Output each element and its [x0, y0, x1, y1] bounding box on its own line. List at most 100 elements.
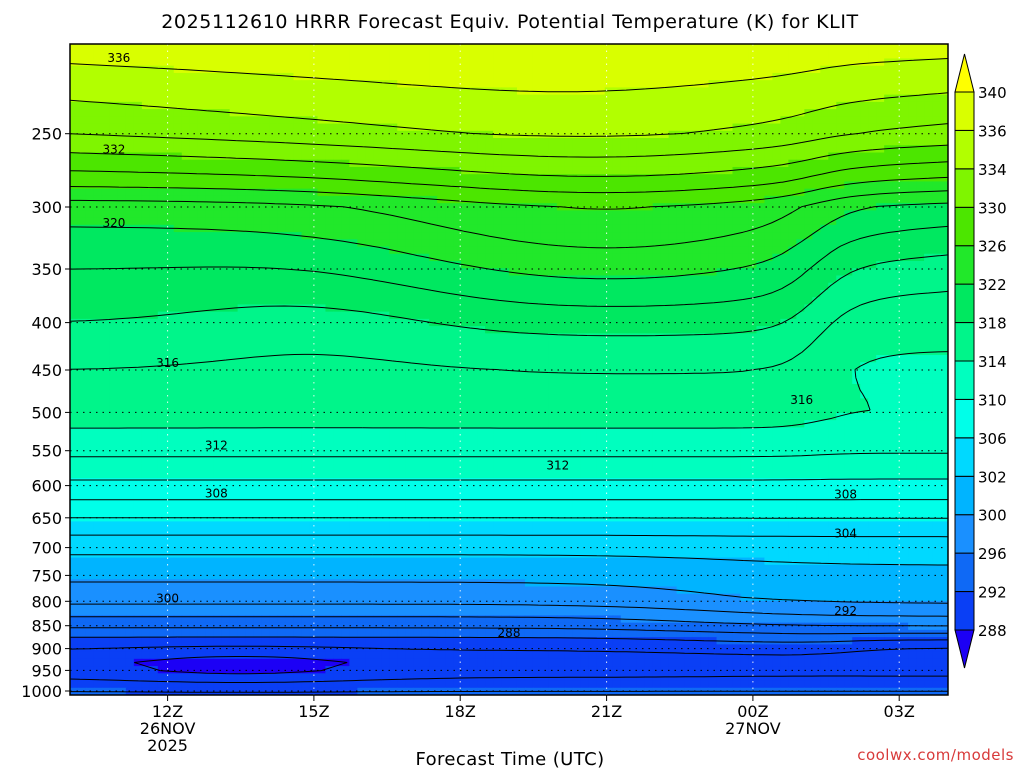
field-cell [780, 326, 789, 334]
field-cell [604, 159, 614, 168]
field-cell [133, 347, 143, 356]
field-cell [708, 72, 718, 81]
field-cell [109, 232, 119, 240]
field-cell [77, 87, 87, 96]
field-cell [261, 123, 271, 132]
field-cell [684, 44, 694, 52]
field-cell [237, 188, 247, 197]
field-cell [309, 181, 319, 190]
field-cell [556, 65, 566, 74]
field-cell [564, 355, 574, 363]
field-cell [445, 275, 454, 284]
field-cell [349, 347, 358, 356]
field-cell [325, 246, 334, 255]
field-cell [165, 166, 175, 175]
field-cell [636, 174, 646, 183]
field-cell [397, 232, 406, 240]
field-cell [828, 268, 837, 277]
field-cell [365, 297, 374, 305]
field-cell [772, 94, 781, 103]
field-cell [445, 51, 454, 60]
field-cell [684, 304, 694, 313]
field-cell [221, 195, 231, 204]
field-cell [724, 174, 734, 183]
field-cell [596, 304, 606, 313]
field-cell [317, 181, 327, 190]
field-cell [277, 188, 287, 197]
field-cell [301, 268, 311, 277]
field-cell [437, 282, 446, 291]
field-cell [277, 44, 287, 52]
field-cell [772, 188, 781, 197]
field-cell [125, 333, 135, 342]
field-cell [437, 261, 446, 269]
field-cell [197, 138, 207, 146]
field-cell [117, 116, 127, 125]
field-cell [516, 65, 526, 74]
field-cell [676, 275, 686, 284]
field-cell [141, 51, 151, 60]
field-cell [748, 188, 758, 197]
field-cell [277, 261, 287, 269]
field-cell [796, 80, 805, 88]
field-cell [397, 289, 406, 298]
field-cell [836, 275, 845, 284]
field-cell [636, 239, 646, 248]
field-cell [197, 123, 207, 132]
field-cell [604, 44, 614, 52]
field-cell [381, 94, 390, 103]
field-cell [173, 195, 183, 204]
field-cell [333, 275, 342, 284]
field-cell [876, 159, 885, 168]
field-cell [532, 72, 542, 81]
field-cell [668, 246, 678, 255]
field-cell [365, 195, 374, 204]
field-cell [580, 123, 590, 132]
field-cell [772, 318, 781, 327]
field-cell [812, 152, 821, 161]
field-cell [620, 44, 630, 52]
field-cell [381, 246, 390, 255]
field-cell [716, 181, 726, 190]
field-cell [892, 65, 901, 74]
field-cell [245, 145, 255, 154]
field-cell [788, 44, 797, 52]
field-cell [876, 188, 885, 197]
field-cell [524, 253, 534, 262]
field-cell [932, 355, 941, 363]
field-cell [429, 145, 438, 154]
field-cell [548, 159, 558, 168]
field-cell [540, 145, 550, 154]
field-cell [85, 333, 95, 342]
field-cell [836, 174, 845, 183]
field-cell [876, 318, 885, 327]
field-cell [157, 217, 167, 226]
field-cell [908, 347, 917, 356]
field-cell [796, 217, 805, 226]
field-cell [181, 188, 191, 197]
field-cell [429, 72, 438, 81]
field-cell [349, 355, 358, 363]
field-cell [636, 355, 646, 363]
field-cell [820, 51, 829, 60]
field-cell [205, 275, 215, 284]
field-cell [580, 355, 590, 363]
field-cell [245, 138, 255, 146]
field-cell [860, 362, 869, 371]
field-cell [932, 72, 941, 81]
field-cell [141, 297, 151, 305]
field-cell [70, 355, 79, 363]
field-cell [572, 58, 582, 67]
field-cell [373, 210, 382, 219]
field-cell [596, 195, 606, 204]
field-cell [788, 347, 797, 356]
field-cell [469, 152, 478, 161]
field-cell [109, 152, 119, 161]
field-cell [772, 268, 781, 277]
field-cell [580, 174, 590, 183]
field-cell [524, 159, 534, 168]
field-cell [852, 87, 861, 96]
field-cell [429, 297, 438, 305]
field-cell [141, 275, 151, 284]
field-cell [253, 101, 263, 110]
